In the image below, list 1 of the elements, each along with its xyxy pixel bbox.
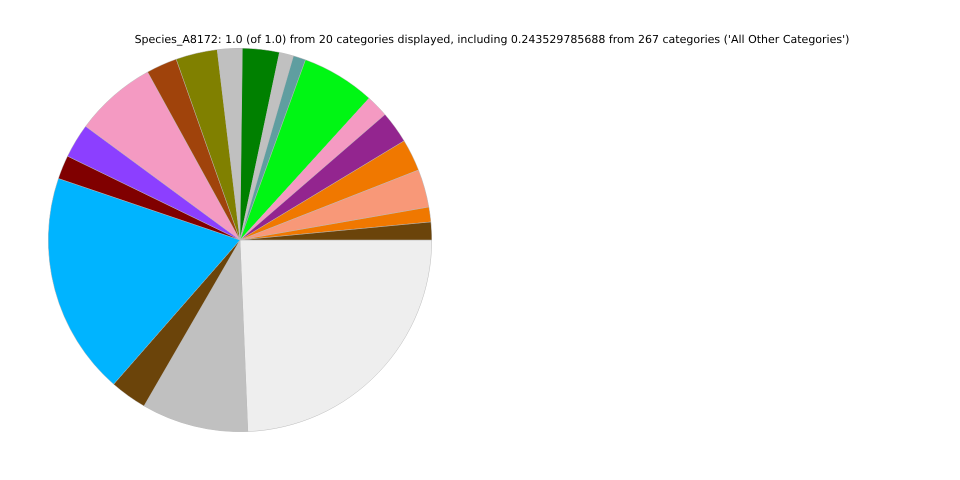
text: Species_A8172: 1.0 (of 1.0) from 20 categories displayed, including 0.243529785688 from 267 categories ('All Other Categories'): [134, 32, 850, 46]
